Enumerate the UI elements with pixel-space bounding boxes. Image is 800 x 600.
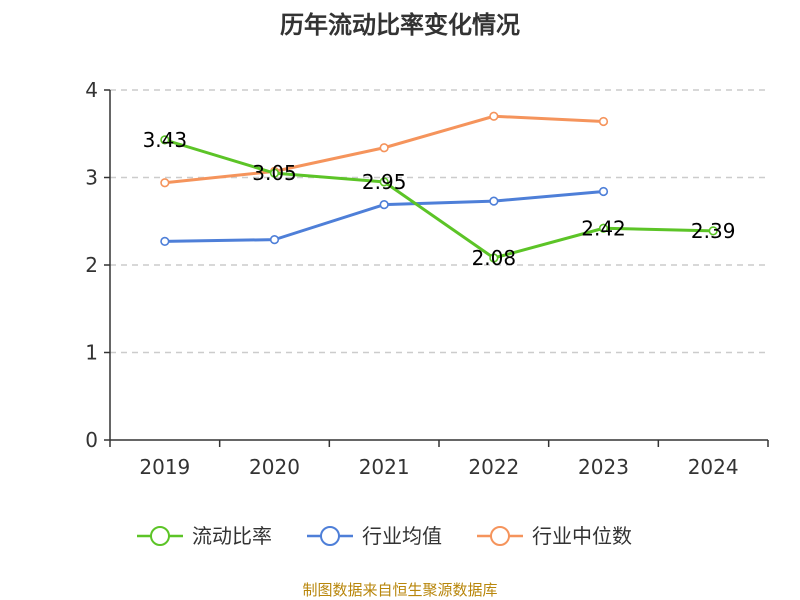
x-tick-label-2023: 2023 [578,455,629,479]
x-tick-label-2024: 2024 [688,455,739,479]
data-point-3-3 [489,111,499,121]
series-3 [160,111,609,188]
legend-marker-1 [150,526,170,546]
series-line-2 [164,190,604,243]
legend-item-2: 行业均值 [307,524,442,548]
data-point-2-2 [379,200,389,210]
legend-marker-2 [320,526,340,546]
y-tick-label-2: 2 [85,253,98,277]
series-1 [160,135,718,263]
axes: 0 1 2 3 4 2019 2020 2021 2022 2023 2024 [85,78,769,479]
legend-item-3: 行业中位数 [477,524,632,548]
data-point-1-2 [379,177,389,187]
series-line-1 [164,138,714,260]
data-point-2-1 [269,235,280,245]
source-note: 制图数据来自恒生聚源数据库 [302,581,497,599]
data-label-2019: 3.43 [143,128,188,152]
data-point-1-3 [489,253,499,263]
y-tick-label-4: 4 [85,78,98,102]
y-tick-label-3: 3 [85,166,98,190]
y-tick-label-0: 0 [85,428,98,452]
x-tick-label-2022: 2022 [468,455,519,479]
legend-label-2: 行业均值 [362,524,442,548]
data-labels: 3.43 3.05 2.95 2.08 2.42 2.39 [143,128,736,270]
x-tick-label-2019: 2019 [139,455,190,479]
legend-label-1: 流动比率 [192,524,272,548]
legend: 流动比率 行业均值 行业中位数 [137,524,632,548]
data-point-3-2 [379,143,389,153]
data-point-2-3 [489,196,499,206]
data-label-2021: 2.95 [362,170,407,194]
chart-title: 历年流动比率变化情况 [280,11,520,39]
y-tick-label-1: 1 [85,341,98,365]
data-label-2020: 3.05 [252,161,297,185]
data-label-2024: 2.39 [691,219,736,243]
legend-item-1: 流动比率 [137,524,272,548]
data-point-1-1 [269,168,280,178]
legend-marker-3 [490,526,510,546]
data-point-3-0 [160,178,170,188]
data-point-1-4 [598,223,609,233]
data-label-2023: 2.42 [581,216,626,240]
x-tick-label-2020: 2020 [249,455,300,479]
data-point-2-0 [160,236,170,246]
data-point-1-0 [160,135,170,145]
legend-label-3: 行业中位数 [532,524,632,548]
series-2 [160,186,609,246]
data-point-2-4 [598,186,609,197]
data-label-2022: 2.08 [472,246,517,270]
data-point-3-4 [598,116,609,127]
x-tick-label-2021: 2021 [359,455,410,479]
data-point-1-5 [708,226,718,236]
series-group [160,111,718,263]
